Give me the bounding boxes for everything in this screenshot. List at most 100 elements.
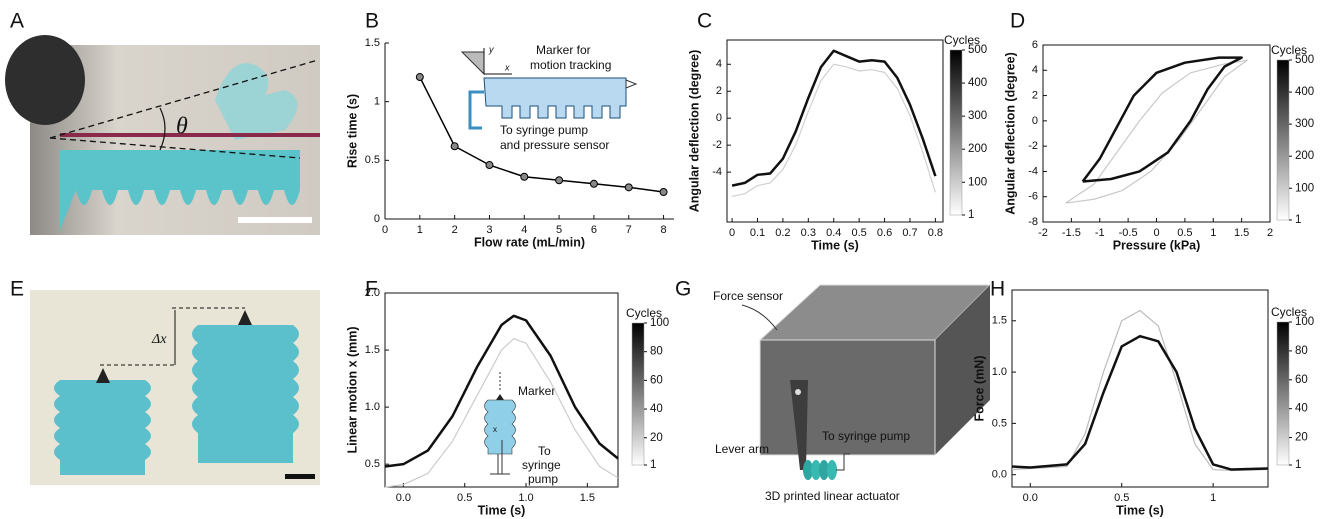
x-tick-label: 8 <box>660 224 666 236</box>
x-tick-label: 0.5 <box>457 492 472 504</box>
data-line <box>1011 334 1269 471</box>
x-axis-label: Time (s) <box>811 238 859 252</box>
data-line <box>419 76 664 193</box>
panel-label: G <box>675 278 691 301</box>
y-tick-label: 2 <box>716 85 722 97</box>
colorbar-label: Cycles <box>626 306 662 320</box>
y-axis-label: Linear motion x (mm) <box>345 326 359 453</box>
x-tick-label: 0.5 <box>1114 492 1129 504</box>
angle-symbol: θ <box>176 114 188 140</box>
colorbar <box>631 322 645 466</box>
x-tick-label: 2 <box>1267 227 1273 239</box>
colorbar-tick-label: 400 <box>968 77 987 89</box>
annotation: Marker <box>518 384 555 398</box>
x-tick-label: -1 <box>1095 227 1105 239</box>
colorbar-tick-label: 1 <box>650 459 656 471</box>
y-tick-label: 0 <box>374 213 380 225</box>
panel-label: B <box>365 10 379 33</box>
colorbar-tick-label: 400 <box>1295 86 1314 98</box>
x-axis-label: Time (s) <box>1116 503 1164 517</box>
y-tick-label: 0.5 <box>992 417 1007 429</box>
diagram-label: Lever arm <box>715 442 769 456</box>
x-tick-label: 0.5 <box>851 227 866 239</box>
data-line <box>731 49 937 187</box>
plot-frame <box>1011 289 1269 488</box>
colorbar-tick-label: 60 <box>1295 374 1308 386</box>
annotation: Marker for <box>536 43 591 57</box>
x-tick-label: -1.5 <box>1062 227 1081 239</box>
colorbar <box>949 49 963 216</box>
data-point <box>624 183 633 192</box>
x-tick-label: 0.4 <box>826 227 841 239</box>
y-tick-label: 1.0 <box>992 366 1007 378</box>
data-point <box>659 188 668 197</box>
y-tick-label: 4 <box>1032 64 1038 76</box>
x-tick-label: 5 <box>556 224 562 236</box>
data-line <box>731 63 936 197</box>
y-tick-label: 0 <box>716 112 722 124</box>
y-tick-label: -8 <box>1028 216 1038 228</box>
y-tick-label: 0.0 <box>992 469 1007 481</box>
x-tick-label: 0.7 <box>902 227 917 239</box>
photo-a: θ <box>5 35 320 235</box>
colorbar-tick-label: 200 <box>1295 150 1314 162</box>
panel-labels: A B C D E F G H <box>10 10 1025 301</box>
data-point <box>589 179 598 188</box>
colorbar-label: Cycles <box>1271 43 1307 57</box>
y-tick-label: -4 <box>712 166 722 178</box>
annotation: y <box>488 44 494 54</box>
diagram-label: To syringe pump <box>822 429 910 443</box>
colorbar-tick-label: 20 <box>1295 432 1308 444</box>
data-line <box>384 338 619 488</box>
colorbar-tick-label: 40 <box>650 403 663 415</box>
x-tick-label: 1.5 <box>1234 227 1249 239</box>
colorbar-tick-label: 200 <box>968 143 987 155</box>
colorbar-label: Cycles <box>944 33 980 47</box>
y-tick-label: -2 <box>1028 140 1038 152</box>
x-tick-label: 0 <box>729 227 735 239</box>
data-point <box>415 73 424 82</box>
data-line <box>1065 59 1248 204</box>
colorbar-tick-label: 60 <box>650 374 663 386</box>
data-point <box>485 161 494 170</box>
y-tick-label: 1.5 <box>365 37 380 49</box>
plot-frame <box>384 292 619 488</box>
colorbar-tick-label: 100 <box>650 317 669 329</box>
y-tick-label: -2 <box>712 139 722 151</box>
data-line <box>1081 56 1243 183</box>
x-axis-label: Time (s) <box>478 503 526 517</box>
annotation: pump <box>528 472 558 486</box>
annotation: syringe <box>522 458 561 472</box>
inset-b: y x Marker for motion tracking To syring… <box>460 43 638 152</box>
panel-label: C <box>697 10 712 33</box>
y-tick-label: 1.5 <box>992 315 1007 327</box>
x-tick-label: 0.1 <box>750 227 765 239</box>
y-axis-label: Force (mN) <box>972 356 986 422</box>
x-tick-label: 1 <box>1210 227 1216 239</box>
plot-frame <box>726 39 944 223</box>
colorbar-tick-label: 300 <box>1295 118 1314 130</box>
colorbar-tick-label: 40 <box>1295 403 1308 415</box>
x-axis-label: Flow rate (mL/min) <box>474 235 585 249</box>
data-point <box>555 176 564 185</box>
annotation: motion tracking <box>530 58 611 72</box>
y-tick-label: 6 <box>1032 39 1038 51</box>
annotation: To <box>538 444 551 458</box>
y-tick-label: 0.5 <box>365 154 380 166</box>
data-point <box>450 142 459 151</box>
x-tick-label: 0.5 <box>1177 227 1192 239</box>
colorbar-tick-label: 80 <box>650 346 663 358</box>
x-tick-label: 1 <box>417 224 423 236</box>
y-tick-label: -6 <box>1028 191 1038 203</box>
colorbar <box>1276 59 1290 221</box>
panel-label: A <box>10 10 24 33</box>
diagram-label: Force sensor <box>713 289 783 303</box>
x-tick-label: 1.5 <box>580 492 595 504</box>
colorbar-tick-label: 300 <box>968 110 987 122</box>
x-tick-label: 0.3 <box>801 227 816 239</box>
x-tick-label: 0.6 <box>877 227 892 239</box>
x-tick-label: 2 <box>452 224 458 236</box>
colorbar-tick-label: 1 <box>1295 459 1301 471</box>
y-tick-label: 2.0 <box>365 287 380 299</box>
